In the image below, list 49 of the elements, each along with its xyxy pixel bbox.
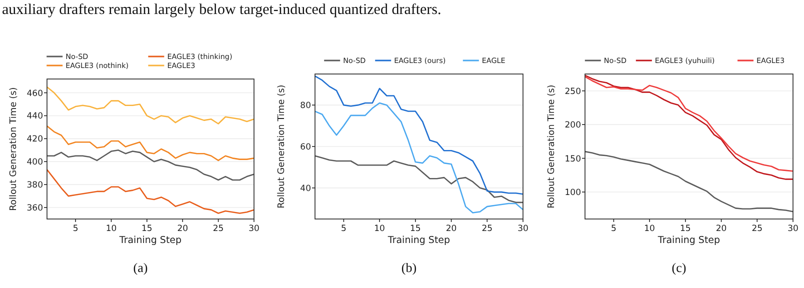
y-tick-label: 40 (300, 184, 311, 194)
x-axis-title: Training Step (656, 235, 720, 246)
x-tick-label: 5 (72, 224, 78, 234)
line-series (584, 150, 794, 212)
text: auxiliary drafters remain largely below target-induced quantized drafters. (2, 2, 442, 18)
x-tick-label: 5 (340, 224, 346, 234)
x-tick-label: 20 (177, 224, 188, 234)
y-tick-label: 150 (564, 154, 581, 164)
y-tick-label: 250 (564, 86, 581, 97)
x-tick-label: 10 (644, 224, 655, 234)
text: (b) (401, 260, 417, 275)
y-tick-label: 60 (300, 142, 311, 152)
y-tick-label: 200 (564, 120, 581, 131)
line-series (314, 102, 524, 214)
y-tick-label: 100 (564, 188, 581, 198)
x-tick-label: 25 (752, 224, 763, 234)
y-axis-title: Rollout Generation Time (s) (277, 84, 287, 208)
text: (c) (672, 260, 686, 275)
y-tick-label: 360 (26, 204, 43, 214)
x-axis-title: Training Step (386, 235, 450, 246)
line-series (46, 86, 255, 124)
y-axis-title: Rollout Generation Time (s) (9, 87, 19, 211)
x-axis-title: Training Step (118, 235, 182, 246)
x-tick-label: 20 (446, 224, 457, 234)
x-tick-label: 5 (610, 224, 616, 234)
y-tick-label: 380 (26, 180, 43, 191)
y-tick-label: 80 (300, 101, 311, 112)
x-tick-label: 25 (482, 224, 493, 234)
x-tick-label: 10 (106, 224, 117, 234)
y-tick-label: 460 (26, 88, 43, 99)
x-tick-label: 25 (212, 224, 224, 234)
y-tick-label: 420 (26, 134, 43, 145)
y-axis-title: Rollout Generation Time (s) (547, 84, 557, 208)
line-series (46, 150, 255, 181)
x-tick-label: 30 (518, 224, 528, 234)
x-tick-label: 30 (788, 224, 798, 234)
line-series (46, 125, 255, 162)
x-tick-label: 20 (716, 224, 727, 234)
x-tick-label: 30 (248, 224, 260, 234)
x-tick-label: 15 (410, 224, 421, 234)
y-tick-label: 400 (26, 158, 43, 168)
text: (a) (133, 260, 148, 275)
line-series (314, 75, 524, 195)
x-tick-label: 15 (680, 224, 691, 234)
x-tick-label: 10 (374, 224, 385, 234)
x-tick-label: 15 (142, 224, 152, 234)
line-series (314, 155, 524, 204)
line-series (46, 169, 255, 214)
y-tick-label: 440 (26, 112, 43, 122)
